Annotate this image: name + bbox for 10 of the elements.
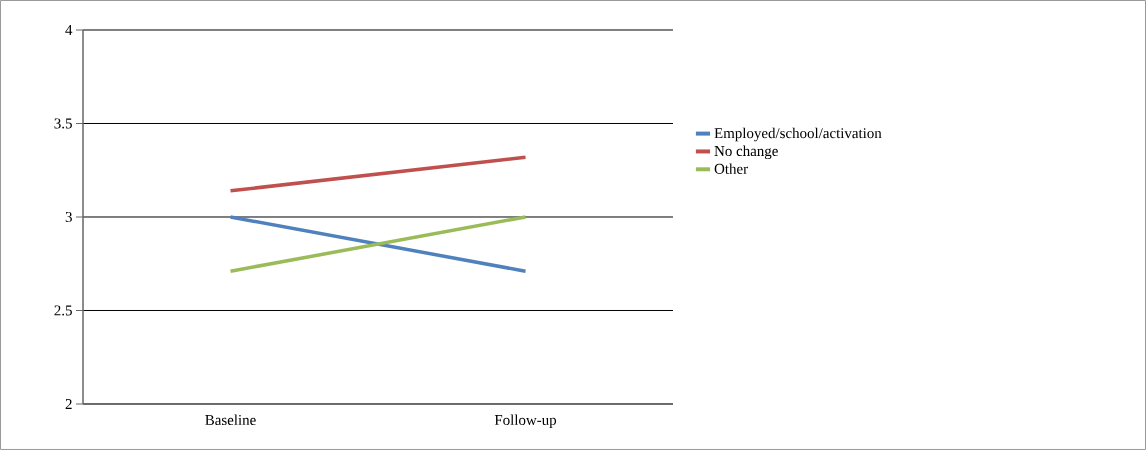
legend-label: No change [714, 145, 778, 160]
legend-label: Employed/school/activation [714, 127, 882, 142]
y-tick-label: 2.5 [54, 305, 72, 316]
y-tick-label: 2 [65, 399, 72, 409]
y-tick-label: 4 [65, 25, 73, 35]
y-tick-label: 3.5 [54, 118, 72, 129]
x-tick-label: Baseline [205, 414, 256, 426]
x-tick-label: Follow-up [494, 414, 557, 429]
legend-label: Other [714, 163, 748, 174]
y-tick-label: 3 [65, 211, 72, 222]
